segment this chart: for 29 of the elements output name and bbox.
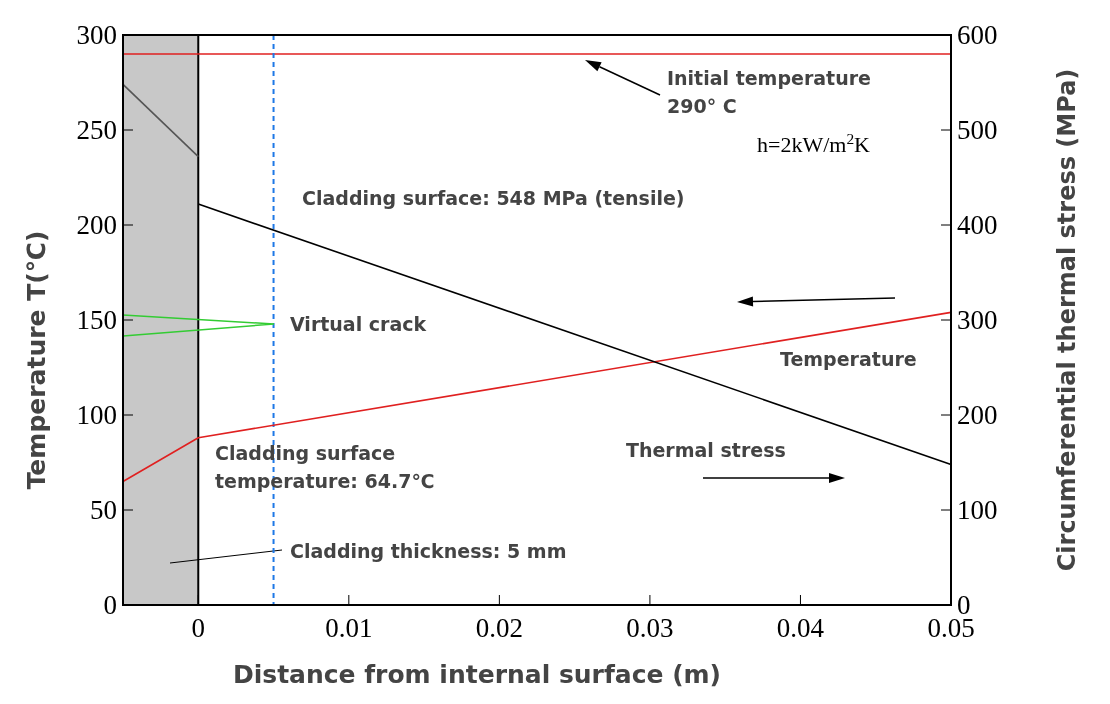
y-tick-label: 100	[76, 400, 117, 430]
annotation: Cladding surface: 548 MPa (tensile)	[302, 187, 685, 209]
x-axis-title: Distance from internal surface (m)	[232, 660, 722, 689]
x-tick-label: 0.02	[475, 613, 523, 643]
y-tick-label: 150	[76, 305, 117, 335]
y2-tick-label: 100	[957, 495, 998, 525]
y2-tick-label: 200	[957, 400, 998, 430]
y-tick-label: 0	[103, 590, 117, 620]
y-tick-label: 200	[76, 210, 117, 240]
annotation: Virtual crack	[290, 313, 427, 335]
y2-axis-title: Circumferential thermal stress (MPa)	[1053, 68, 1081, 572]
series-label: Thermal stress	[626, 439, 786, 461]
band-label: Cladding thickness: 5 mm	[290, 540, 567, 562]
x-tick-label: 0	[191, 613, 206, 643]
x-tick-label: 0.04	[776, 613, 825, 643]
y-tick-label: 250	[76, 115, 117, 145]
y-tick-label: 300	[76, 20, 117, 50]
annotation: Initial temperature 290° C	[667, 67, 871, 117]
y-tick-label: 50	[90, 495, 117, 525]
annotation: h=2kW/m$^{2}$K	[757, 129, 871, 157]
y2-tick-label: 400	[957, 210, 998, 240]
series-label: Temperature	[780, 348, 917, 370]
y-axis-title: Temperature T(℃)	[22, 230, 51, 490]
y2-tick-label: 600	[957, 20, 998, 50]
y2-tick-label: 500	[957, 115, 998, 145]
annotation: Cladding surface temperature: 64.7℃	[215, 442, 435, 492]
x-tick-label: 0.01	[325, 613, 373, 643]
y2-tick-label: 300	[957, 305, 998, 335]
x-tick-label: 0.03	[626, 613, 674, 643]
